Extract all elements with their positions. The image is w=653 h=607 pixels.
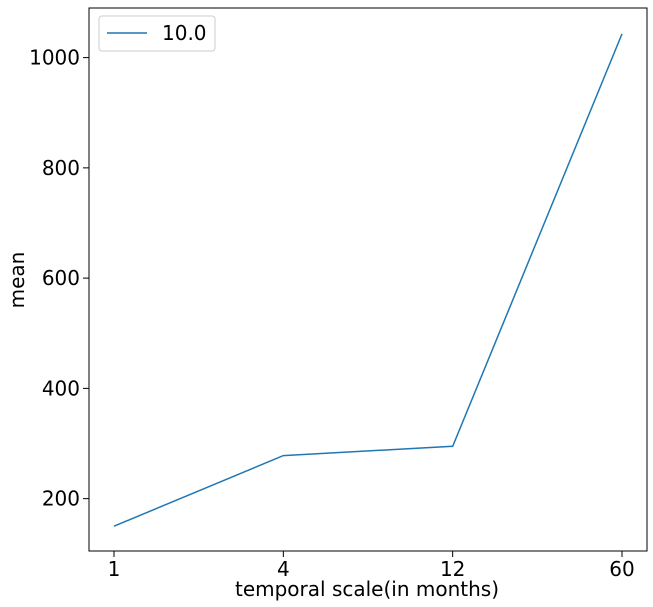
y-tick-label: 400 bbox=[42, 376, 80, 400]
x-axis-label: temporal scale(in months) bbox=[235, 577, 499, 601]
y-axis-ticks: 200 400 600 800 1000 bbox=[29, 46, 89, 511]
x-tick-label: 1 bbox=[108, 557, 121, 581]
plot-frame bbox=[88, 7, 648, 552]
x-axis-ticks: 1 4 12 60 bbox=[108, 551, 635, 581]
y-tick-label: 1000 bbox=[29, 46, 80, 70]
legend-label: 10.0 bbox=[162, 21, 207, 45]
y-axis-label: mean bbox=[5, 252, 29, 309]
y-tick-label: 600 bbox=[42, 266, 80, 290]
x-tick-label: 60 bbox=[609, 557, 634, 581]
legend: 10.0 bbox=[98, 15, 216, 52]
legend-box bbox=[98, 15, 216, 52]
y-tick-label: 800 bbox=[42, 156, 80, 180]
y-tick-label: 200 bbox=[42, 487, 80, 511]
x-tick-label: 12 bbox=[440, 557, 465, 581]
series-lines bbox=[113, 33, 623, 527]
x-tick-label: 4 bbox=[277, 557, 290, 581]
series-line bbox=[113, 33, 623, 527]
